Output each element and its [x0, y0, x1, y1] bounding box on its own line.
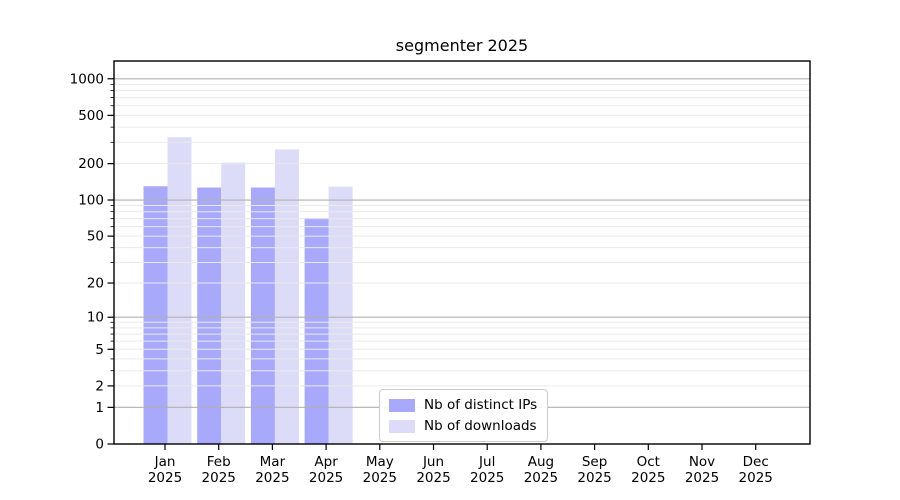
x-tick-label: Sep 2025 — [577, 454, 611, 486]
y-tick-label: 10 — [87, 310, 104, 326]
legend: Nb of distinct IPs Nb of downloads — [379, 389, 549, 442]
x-tick-label: Feb 2025 — [202, 454, 236, 486]
legend-label: Nb of distinct IPs — [424, 397, 538, 413]
bar — [221, 162, 246, 444]
bar — [167, 137, 192, 444]
x-tick-label: Dec 2025 — [739, 454, 773, 486]
x-tick-label: Mar 2025 — [255, 454, 289, 486]
x-tick-label: May 2025 — [363, 454, 397, 486]
y-tick-label: 100 — [78, 193, 104, 209]
chart-title: segmenter 2025 — [395, 36, 529, 55]
bar — [250, 187, 275, 444]
x-tick-label: Jul 2025 — [470, 454, 504, 486]
bar — [197, 187, 222, 444]
bar — [143, 186, 168, 444]
y-tick-label: 50 — [87, 229, 104, 245]
y-tick-label: 200 — [78, 156, 104, 172]
legend-swatch-icon — [389, 398, 415, 412]
legend-item-downloads: Nb of downloads — [389, 418, 537, 434]
bar — [304, 217, 329, 444]
y-tick-label: 20 — [87, 276, 104, 292]
y-tick-label: 2 — [95, 378, 104, 394]
y-tick-label: 0 — [95, 437, 104, 453]
plot-border — [113, 60, 811, 445]
legend-item-distinct-ips: Nb of distinct IPs — [389, 397, 537, 413]
x-tick-label: Aug 2025 — [524, 454, 558, 486]
legend-label: Nb of downloads — [424, 418, 537, 434]
bar — [328, 186, 353, 445]
x-tick-label: Apr 2025 — [309, 454, 343, 486]
y-tick-label: 500 — [78, 108, 104, 124]
bar — [274, 149, 299, 444]
x-tick-label: Jun 2025 — [416, 454, 450, 486]
y-tick-label: 1000 — [70, 71, 104, 87]
y-tick-label: 5 — [95, 342, 104, 358]
x-tick-label: Jan 2025 — [148, 454, 182, 486]
x-tick-label: Nov 2025 — [685, 454, 719, 486]
y-tick-label: 1 — [95, 400, 104, 416]
x-tick-label: Oct 2025 — [631, 454, 665, 486]
legend-swatch-icon — [389, 419, 415, 433]
